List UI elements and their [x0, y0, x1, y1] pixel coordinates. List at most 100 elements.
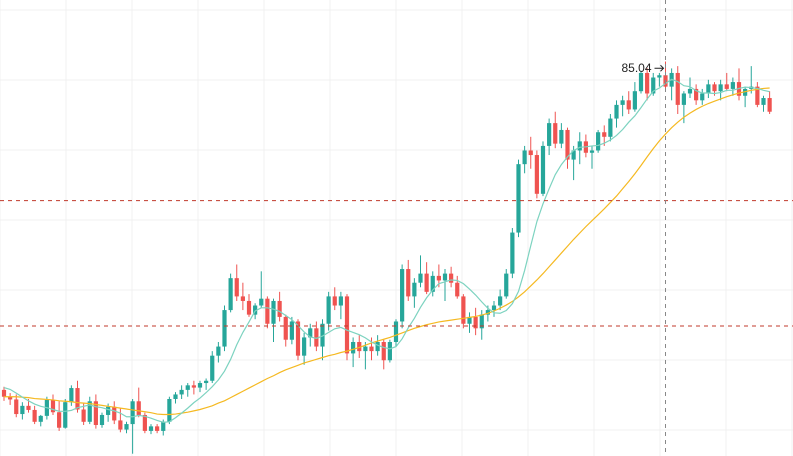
candle	[173, 392, 178, 404]
candle	[608, 114, 613, 142]
candle-body-down	[136, 401, 141, 415]
candle	[155, 424, 160, 434]
candle-body-down	[93, 401, 98, 425]
candle	[1, 386, 7, 401]
candle-body-up	[302, 337, 307, 356]
candle	[547, 118, 552, 156]
candle	[498, 289, 503, 311]
candle	[308, 323, 313, 347]
candle-body-down	[455, 282, 460, 297]
candle	[589, 145, 595, 169]
candle	[99, 412, 105, 428]
candle	[216, 342, 221, 363]
candle	[730, 77, 735, 96]
candle-body-up	[387, 342, 392, 361]
candle	[516, 159, 521, 238]
candle	[38, 414, 43, 427]
candle	[210, 351, 215, 384]
candle	[540, 141, 546, 197]
candle	[553, 111, 558, 149]
candle	[302, 332, 307, 365]
candle	[449, 266, 454, 288]
candle-body-up	[638, 72, 644, 92]
candle	[387, 339, 392, 363]
candle-body-up	[743, 88, 748, 96]
candle	[14, 394, 19, 418]
candle-body-down	[724, 84, 729, 89]
candle-body-up	[222, 310, 227, 347]
peak-marker: 85.04	[621, 61, 665, 75]
candle	[240, 282, 245, 311]
candle	[583, 134, 588, 158]
candle	[50, 394, 56, 415]
candle	[326, 291, 331, 331]
candle	[148, 424, 154, 435]
candle-body-up	[197, 383, 203, 388]
candle-body-down	[461, 296, 466, 324]
candle	[338, 291, 343, 320]
candle	[694, 84, 699, 105]
candle-body-up	[228, 278, 233, 311]
candle	[320, 319, 325, 361]
candle-body-up	[375, 342, 380, 352]
candle-body-down	[295, 321, 301, 356]
candle-body-up	[540, 145, 546, 194]
candle-body-up	[430, 275, 435, 292]
candle	[118, 408, 123, 433]
candle-body-up	[547, 123, 552, 146]
candle-body-up	[271, 300, 276, 324]
candle	[289, 316, 294, 345]
candle-body-up	[608, 118, 613, 137]
candle-body-up	[326, 296, 331, 324]
candle-body-up	[363, 346, 368, 352]
candle	[69, 385, 74, 406]
candle-body-up	[161, 421, 166, 431]
candle	[534, 150, 539, 199]
candle	[424, 262, 429, 295]
candle-body-up	[185, 385, 190, 390]
candle	[351, 337, 356, 368]
candle-body-down	[283, 316, 288, 340]
candle-body-up	[69, 388, 74, 403]
candle-body-up	[718, 84, 723, 92]
candle	[81, 403, 86, 425]
candle-body-down	[755, 86, 760, 105]
candle-body-up	[338, 296, 343, 306]
candle-body-up	[130, 401, 135, 425]
candle-body-up	[687, 88, 693, 94]
candle-body-down	[712, 84, 717, 92]
candle-body-up	[681, 93, 686, 105]
candle	[185, 383, 190, 397]
candle-body-down	[8, 396, 13, 400]
candle-body-down	[240, 296, 245, 301]
candle-body-down	[626, 100, 631, 110]
candle-body-down	[277, 300, 282, 317]
candle-body-up	[418, 273, 423, 283]
candle	[687, 77, 693, 99]
candle	[455, 275, 460, 299]
candle-body-up	[173, 394, 178, 399]
candle	[614, 100, 619, 128]
candle	[344, 294, 350, 361]
candle	[314, 321, 319, 352]
candle-body-down	[675, 72, 680, 105]
candle	[130, 399, 135, 454]
candle	[283, 314, 288, 347]
candle	[645, 68, 650, 101]
candle-body-up	[479, 314, 484, 329]
candle	[63, 399, 68, 429]
candle-body-up	[412, 282, 417, 297]
candle	[271, 298, 276, 342]
candle-body-down	[534, 155, 539, 194]
candle	[706, 79, 711, 99]
candle-body-down	[26, 405, 31, 410]
candle-body-up	[522, 150, 527, 165]
peak-value-label: 85.04	[621, 61, 651, 75]
candle	[473, 307, 478, 336]
candle	[442, 269, 448, 301]
candle-body-up	[400, 269, 405, 322]
candle-body-down	[473, 316, 478, 329]
candle-body-up	[761, 98, 766, 105]
